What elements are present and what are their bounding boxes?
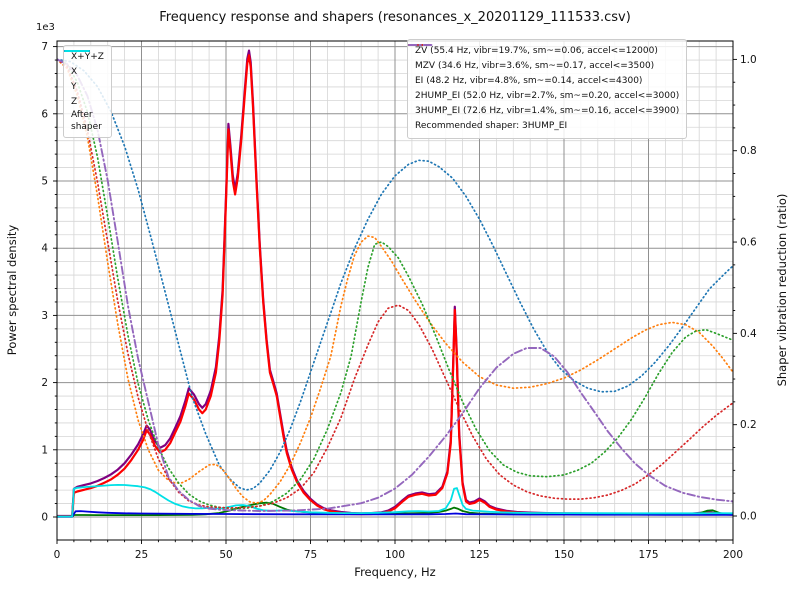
y-left-tick-label: 4 xyxy=(41,243,48,255)
y-axis-offset-text: 1e3 xyxy=(36,22,55,33)
legend-label: EI (48.2 Hz, vibr=4.8%, sm~=0.14, accel<… xyxy=(415,75,643,86)
legend-item-recommended: Recommended shaper: 3HUMP_EI xyxy=(415,119,679,134)
legend-label: ZV (55.4 Hz, vibr=19.7%, sm~=0.06, accel… xyxy=(415,45,658,56)
x-tick-label: 200 xyxy=(723,549,743,561)
legend-item-ei: EI (48.2 Hz, vibr=4.8%, sm~=0.14, accel<… xyxy=(408,44,679,89)
x-tick-label: 25 xyxy=(135,549,148,561)
legend-shapers: ZV (55.4 Hz, vibr=19.7%, sm~=0.06, accel… xyxy=(407,39,688,139)
axis-tick-labels: 0 25 50 75 100 125 150 175 200 0 1 2 3 4 5 6 7 0.0 0.2 0.4 0… xyxy=(41,41,757,561)
y-axis-right-label: Shaper vibration reduction (ratio) xyxy=(775,194,789,387)
series-after-shaper xyxy=(57,484,733,518)
chart-title: Frequency response and shapers (resonanc… xyxy=(159,10,631,25)
legend-psd: X+Y+Z X Y Z After shaper xyxy=(63,45,112,139)
y-left-tick-label: 1 xyxy=(41,444,48,456)
series-zv xyxy=(57,58,733,491)
series-ei xyxy=(57,58,733,510)
legend-label: MZV (34.6 Hz, vibr=3.6%, sm~=0.17, accel… xyxy=(415,60,655,71)
series-mzv xyxy=(57,58,733,505)
legend-label: 2HUMP_EI (52.0 Hz, vibr=2.7%, sm~=0.20, … xyxy=(415,90,680,101)
legend-item-z: Z xyxy=(64,50,104,110)
series-x xyxy=(57,54,733,518)
x-tick-label: 75 xyxy=(304,549,317,561)
legend-swatch-line xyxy=(64,50,90,52)
legend-item-mzv: MZV (34.6 Hz, vibr=3.6%, sm~=0.17, accel… xyxy=(408,44,679,74)
y-axis-left-label: Power spectral density xyxy=(5,225,19,356)
legend-item-y: Y xyxy=(64,50,104,95)
legend-label: Y xyxy=(71,81,77,92)
legend-item-2hump-ei: 2HUMP_EI (52.0 Hz, vibr=2.7%, sm~=0.20, … xyxy=(408,44,680,104)
y-right-tick-label: 0.0 xyxy=(740,511,757,523)
legend-item-after-shaper: After shaper xyxy=(64,50,104,133)
y-right-tick-label: 1.0 xyxy=(740,54,757,66)
series-2hump-ei xyxy=(57,58,733,509)
series-z xyxy=(57,510,733,518)
y-left-tick-label: 6 xyxy=(41,108,48,120)
x-tick-label: 50 xyxy=(219,549,232,561)
x-tick-label: 100 xyxy=(385,549,405,561)
legend-label: Recommended shaper: 3HUMP_EI xyxy=(415,120,568,131)
x-tick-label: 0 xyxy=(54,549,61,561)
data-series xyxy=(57,49,733,518)
y-left-tick-label: 0 xyxy=(41,512,48,524)
y-left-tick-label: 5 xyxy=(41,176,48,188)
y-right-tick-label: 0.2 xyxy=(740,419,757,431)
y-left-tick-label: 3 xyxy=(41,310,48,322)
y-left-tick-label: 7 xyxy=(41,41,48,53)
x-tick-label: 150 xyxy=(554,549,574,561)
x-tick-label: 175 xyxy=(638,549,658,561)
y-left-tick-label: 2 xyxy=(41,377,48,389)
x-axis-label: Frequency, Hz xyxy=(354,565,435,579)
legend-label: X xyxy=(71,66,78,77)
legend-item-x: X xyxy=(64,50,104,80)
x-tick-label: 125 xyxy=(469,549,489,561)
legend-item-3hump-ei: 3HUMP_EI (72.6 Hz, vibr=1.4%, sm~=0.16, … xyxy=(408,44,680,119)
y-right-tick-label: 0.6 xyxy=(740,237,757,249)
y-right-tick-label: 0.4 xyxy=(740,328,757,340)
legend-label: Z xyxy=(71,96,78,107)
series-3hump-ei xyxy=(57,58,733,512)
legend-label: 3HUMP_EI (72.6 Hz, vibr=1.4%, sm~=0.16, … xyxy=(415,105,680,116)
legend-swatch-empty xyxy=(408,40,434,50)
legend-label: After shaper xyxy=(71,110,102,132)
axis-ticks xyxy=(53,46,737,544)
legend-swatch-line xyxy=(408,44,434,46)
legend-label: X+Y+Z xyxy=(71,51,104,62)
legend-item-zv: ZV (55.4 Hz, vibr=19.7%, sm~=0.06, accel… xyxy=(408,44,679,59)
y-right-tick-label: 0.8 xyxy=(740,145,757,157)
